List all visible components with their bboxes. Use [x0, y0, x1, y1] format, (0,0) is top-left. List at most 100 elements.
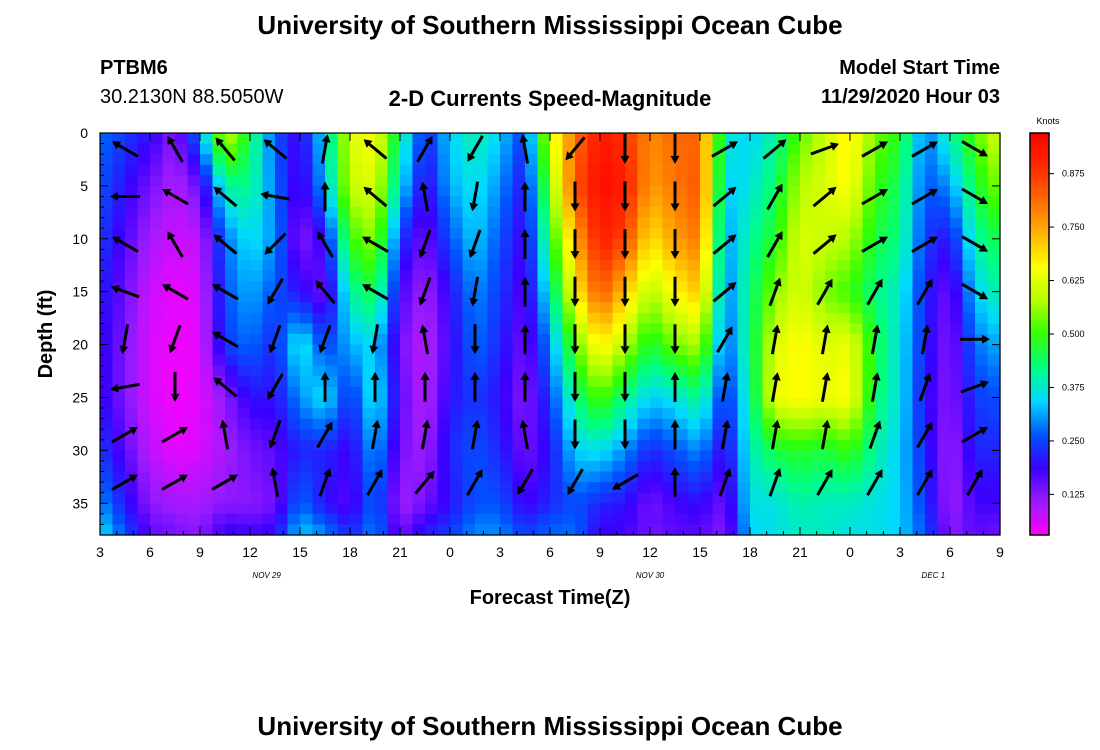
x-tick-label: 12	[642, 544, 658, 560]
current-arrow	[766, 231, 783, 258]
heatmap-cell	[687, 513, 701, 526]
heatmap-cell	[350, 524, 364, 536]
current-arrow	[264, 232, 287, 255]
heatmap-cell	[112, 217, 126, 229]
heatmap-cell	[225, 323, 239, 335]
heatmap-cell	[100, 492, 114, 504]
heatmap-cell	[162, 291, 176, 303]
heatmap-cell	[925, 154, 939, 166]
heatmap-cell	[137, 418, 151, 430]
heatmap-cell	[687, 397, 701, 409]
heatmap-cell	[600, 323, 614, 335]
heatmap-cell	[700, 450, 714, 462]
heatmap-cell	[500, 302, 514, 314]
heatmap-cell	[725, 133, 739, 145]
heatmap-cell	[162, 365, 176, 377]
heatmap-cell	[925, 429, 939, 441]
heatmap-cell	[825, 524, 839, 536]
heatmap-cell	[612, 471, 626, 483]
heatmap-cell	[450, 524, 464, 536]
heatmap-cell	[662, 429, 676, 441]
heatmap-cell	[437, 492, 451, 504]
heatmap-cell	[862, 365, 876, 377]
heatmap-cell	[150, 154, 164, 166]
heatmap-cell	[412, 355, 426, 367]
heatmap-cell	[812, 503, 826, 515]
heatmap-cell	[575, 408, 589, 420]
heatmap-cell	[587, 281, 601, 293]
colorbar-tick-label: 0.625	[1062, 276, 1085, 286]
heatmap-cell	[750, 312, 764, 325]
heatmap-cell	[475, 238, 489, 250]
heatmap-cell	[700, 408, 714, 420]
heatmap-cell	[812, 418, 826, 430]
heatmap-cell	[500, 312, 514, 325]
heatmap-cell	[637, 386, 651, 399]
current-arrow	[670, 467, 680, 498]
heatmap-cell	[750, 302, 764, 314]
heatmap-cell	[875, 418, 889, 430]
heatmap-cell	[287, 450, 301, 462]
date-label: NOV 30	[636, 571, 665, 580]
heatmap-cell	[187, 143, 201, 155]
heatmap-cell	[675, 175, 689, 187]
heatmap-cell	[650, 143, 664, 155]
heatmap-cell	[325, 238, 339, 250]
heatmap-cell	[337, 482, 351, 494]
heatmap-cell	[750, 503, 764, 515]
heatmap-cell	[912, 397, 926, 409]
heatmap-cell	[200, 164, 214, 176]
heatmap-cell	[512, 228, 526, 240]
heatmap-cell	[487, 312, 501, 325]
heatmap-cell	[687, 259, 701, 272]
current-arrow	[320, 371, 330, 402]
heatmap-cell	[350, 185, 364, 198]
heatmap-cell	[287, 217, 301, 229]
heatmap-cell	[337, 334, 351, 346]
heatmap-cell	[600, 302, 614, 314]
heatmap-cell	[275, 418, 289, 430]
heatmap-cell	[237, 249, 251, 261]
heatmap-cell	[987, 143, 1001, 155]
heatmap-cell	[550, 397, 564, 409]
heatmap-cell	[125, 302, 139, 314]
heatmap-cell	[200, 429, 214, 441]
heatmap-cell	[925, 513, 939, 526]
heatmap-cell	[912, 334, 926, 346]
heatmap-cell	[975, 513, 989, 526]
heatmap-cell	[475, 259, 489, 272]
heatmap-cell	[887, 408, 901, 420]
heatmap-cell	[637, 450, 651, 462]
heatmap-cell	[675, 418, 689, 430]
heatmap-cell	[487, 249, 501, 261]
heatmap-cell	[200, 365, 214, 377]
heatmap-cell	[337, 259, 351, 272]
heatmap-cell	[887, 249, 901, 261]
heatmap-cell	[162, 312, 176, 325]
heatmap-cell	[500, 238, 514, 250]
heatmap-cell	[675, 217, 689, 229]
heatmap-cell	[337, 164, 351, 176]
heatmap-cell	[462, 196, 476, 208]
heatmap-cell	[637, 164, 651, 176]
heatmap-cell	[275, 291, 289, 303]
heatmap-cell	[537, 185, 551, 198]
heatmap-cell	[162, 471, 176, 483]
heatmap-cell	[662, 291, 676, 303]
heatmap-cell	[837, 334, 851, 346]
heatmap-cell	[812, 355, 826, 367]
heatmap-cell	[525, 365, 539, 377]
heatmap-cell	[850, 323, 864, 335]
heatmap-cell	[700, 185, 714, 198]
heatmap-cell	[837, 397, 851, 409]
heatmap-cell	[475, 185, 489, 198]
heatmap-cell	[300, 281, 314, 293]
heatmap-cell	[550, 217, 564, 229]
heatmap-cell	[937, 397, 951, 409]
heatmap-cell	[237, 228, 251, 240]
heatmap-cell	[350, 164, 364, 176]
heatmap-cell	[300, 302, 314, 314]
heatmap-cell	[600, 513, 614, 526]
heatmap-cell	[150, 450, 164, 462]
heatmap-cell	[487, 418, 501, 430]
